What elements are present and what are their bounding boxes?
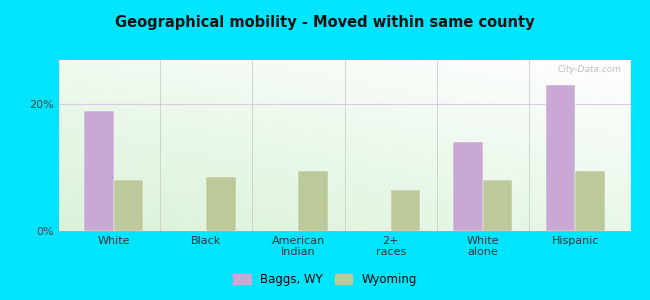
Text: Geographical mobility - Moved within same county: Geographical mobility - Moved within sam… — [115, 15, 535, 30]
Bar — [453, 142, 483, 231]
Bar — [114, 180, 144, 231]
Legend: Baggs, WY, Wyoming: Baggs, WY, Wyoming — [228, 269, 422, 291]
Bar — [545, 85, 575, 231]
Bar — [298, 171, 328, 231]
Bar — [575, 171, 604, 231]
Bar — [84, 111, 114, 231]
Text: City-Data.com: City-Data.com — [558, 65, 622, 74]
Bar — [206, 177, 236, 231]
Bar — [391, 190, 420, 231]
Bar — [483, 180, 512, 231]
